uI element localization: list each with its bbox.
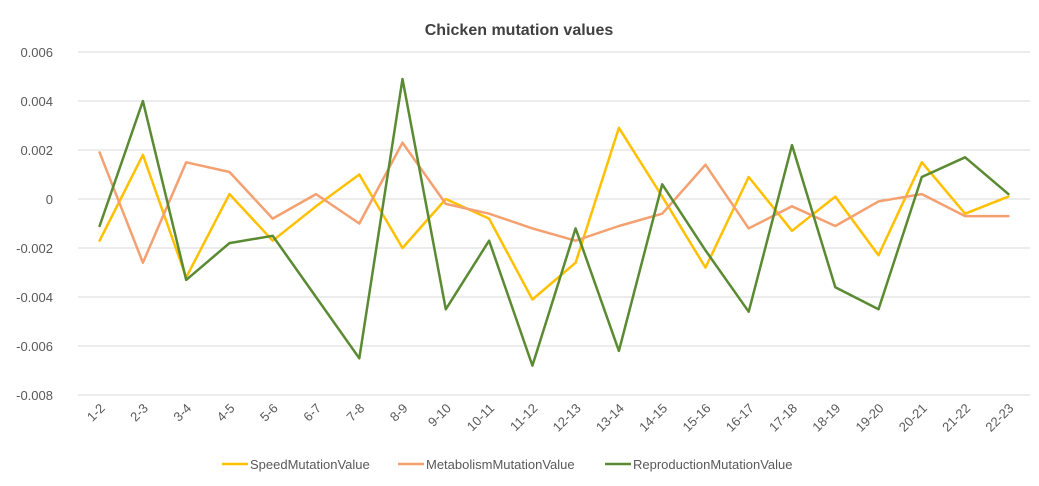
legend-label: MetabolismMutationValue	[426, 457, 575, 472]
x-tick-label: 2-3	[127, 401, 151, 425]
gridlines	[78, 51, 1030, 396]
series-line-1	[98, 141, 1010, 264]
x-tick-label: 19-20	[853, 401, 887, 435]
x-tick-label: 18-19	[809, 401, 843, 435]
x-tick-label: 21-22	[939, 401, 973, 435]
y-tick-label: -0.006	[16, 339, 53, 354]
series-lines	[98, 77, 1010, 367]
x-tick-label: 3-4	[170, 401, 194, 425]
chart-title: Chicken mutation values	[425, 22, 614, 39]
x-tick-label: 17-18	[766, 401, 800, 435]
x-tick-label: 4-5	[214, 401, 238, 425]
x-tick-label: 7-8	[343, 401, 367, 425]
series-line-0	[98, 126, 1010, 301]
x-tick-label: 15-16	[679, 401, 713, 435]
x-tick-label: 5-6	[257, 401, 281, 425]
x-tick-label: 16-17	[723, 401, 757, 435]
x-axis-ticks: 1-2 2-3 3-4 4-5 5-6 6-7 7-8 8-9 9-10 10-11 11-12 12…	[84, 401, 1017, 435]
series-line-2	[98, 77, 1010, 367]
x-tick-label: 10-11	[464, 401, 497, 434]
y-tick-label: -0.002	[16, 241, 53, 256]
y-tick-label: 0.004	[20, 94, 53, 109]
legend: SpeedMutationValue MetabolismMutationValu…	[222, 457, 792, 472]
legend-label: SpeedMutationValue	[250, 457, 370, 472]
legend-label: ReproductionMutationValue	[633, 457, 792, 472]
y-tick-label: -0.004	[16, 290, 53, 305]
x-tick-label: 6-7	[300, 401, 324, 425]
x-tick-label: 12-13	[550, 401, 584, 435]
x-tick-label: 14-15	[636, 401, 670, 435]
x-tick-label: 20-21	[896, 401, 930, 435]
y-axis-ticks: 0.006 0.004 0.002 0 -0.002 -0.004 -0.006 -0.008	[16, 45, 53, 403]
x-tick-label: 11-12	[507, 401, 540, 434]
y-tick-label: -0.008	[16, 388, 53, 403]
y-tick-label: 0.002	[20, 143, 53, 158]
x-tick-label: 8-9	[387, 401, 411, 425]
x-tick-label: 1-2	[84, 401, 108, 425]
y-tick-label: 0.006	[20, 45, 53, 60]
y-tick-label: 0	[46, 192, 53, 207]
x-tick-label: 13-14	[593, 401, 627, 435]
x-tick-label: 9-10	[425, 401, 454, 430]
x-tick-label: 22-23	[982, 401, 1016, 435]
